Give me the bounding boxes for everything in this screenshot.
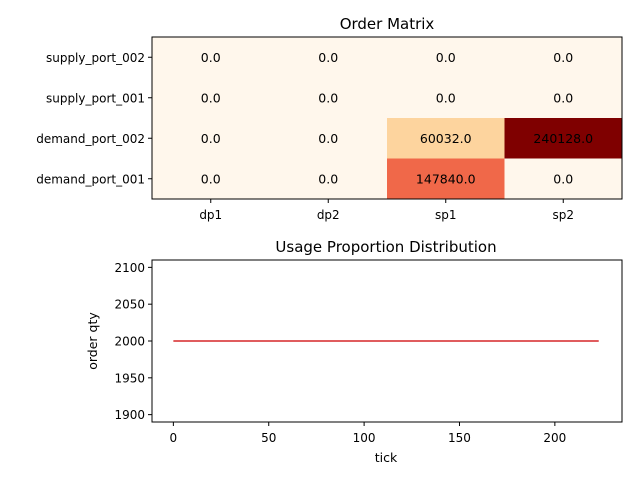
heatmap-cell-label: 0.0 [436, 90, 456, 105]
heatmap-cell [269, 158, 388, 200]
heatmap-row-label: supply_port_001 [46, 91, 145, 105]
heatmap-cell-label: 0.0 [553, 50, 573, 65]
heatmap-cell-label: 0.0 [553, 90, 573, 105]
heatmap-cell [269, 37, 388, 78]
heatmap-cell-label: 0.0 [201, 50, 221, 65]
y-tick-label: 1950 [114, 371, 145, 385]
y-tick-label: 1900 [114, 408, 145, 422]
heatmap-cell [152, 37, 270, 78]
heatmap-row-label: demand_port_002 [36, 132, 145, 146]
line-panel: Usage Proportion Distribution 0 50 100 150 2… [85, 238, 623, 465]
heatmap-frame [151, 36, 623, 200]
heatmap-column-ticks: dp1 dp2 sp1 sp2 [199, 199, 574, 222]
heatmap-cell [387, 158, 505, 200]
line-x-ticks: 0 50 100 150 200 [170, 422, 566, 445]
heatmap-cell [387, 37, 505, 78]
heatmap-cell-label: 147840.0 [416, 171, 476, 186]
heatmap-cell-label: 0.0 [201, 90, 221, 105]
y-tick-label: 2050 [114, 298, 145, 312]
heatmap-cell [504, 37, 623, 78]
heatmap-cells [152, 37, 623, 200]
heatmap-title: Order Matrix [340, 15, 435, 33]
heatmap-row-label: demand_port_001 [36, 172, 145, 186]
heatmap-cell-label: 0.0 [201, 171, 221, 186]
heatmap-cell-label: 0.0 [318, 90, 338, 105]
heatmap-cell-label: 0.0 [318, 171, 338, 186]
heatmap-row-label: supply_port_002 [46, 51, 145, 65]
y-axis-label: order qty [85, 312, 100, 370]
x-tick-label: 150 [448, 431, 471, 445]
heatmap-column-label: dp1 [199, 208, 222, 222]
y-tick-label: 2100 [114, 261, 145, 275]
heatmap-row-ticks: supply_port_002 supply_port_001 demand_por… [36, 51, 152, 186]
heatmap-cell [504, 158, 623, 200]
heatmap-column-label: dp2 [317, 208, 340, 222]
line-title: Usage Proportion Distribution [275, 238, 496, 256]
heatmap-cell [152, 77, 270, 119]
x-tick-label: 50 [261, 431, 276, 445]
heatmap-cell [504, 77, 623, 119]
heatmap-cell-label: 0.0 [553, 171, 573, 186]
y-tick-label: 2000 [114, 335, 145, 349]
heatmap-cell-label: 0.0 [318, 50, 338, 65]
heatmap-cell [152, 158, 270, 200]
heatmap-cell-label: 60032.0 [420, 131, 472, 146]
x-tick-label: 0 [170, 431, 178, 445]
heatmap-cell [387, 118, 505, 159]
heatmap-cell-label: 240128.0 [533, 131, 593, 146]
x-tick-label: 200 [543, 431, 566, 445]
heatmap-cell-label: 0.0 [436, 50, 456, 65]
heatmap-cell [504, 118, 623, 159]
heatmap-cell-label: 0.0 [201, 131, 221, 146]
heatmap-panel: Order Matrix 0.0 0.0 0.0 0.00.0 0.0 0.0 0.00.0… [36, 15, 623, 222]
line-y-ticks: 1900 1950 2000 2050 2100 [114, 261, 152, 422]
heatmap-column-label: sp2 [552, 208, 574, 222]
heatmap-cell-label: 0.0 [318, 131, 338, 146]
heatmap-column-label: sp1 [435, 208, 457, 222]
heatmap-cell [387, 77, 505, 119]
heatmap-cell [269, 77, 388, 119]
heatmap-cell [269, 118, 388, 159]
x-tick-label: 100 [353, 431, 376, 445]
x-axis-label: tick [375, 450, 398, 465]
heatmap-cell [152, 118, 270, 159]
heatmap-cell-labels: 0.0 0.0 0.0 0.0 0.0 0.0 0.0 0.0 0.0 0.0 60032.0 240… [201, 50, 593, 187]
